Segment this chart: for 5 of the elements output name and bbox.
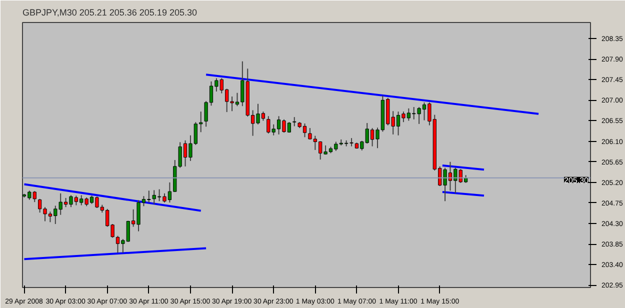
chart-title: GBPJPY,M30 205.21 205.36 205.19 205.30	[22, 8, 197, 18]
candlestick	[38, 198, 42, 214]
ref-line-label: 205.30	[564, 176, 590, 185]
candlestick	[292, 116, 296, 127]
candlestick	[350, 138, 354, 147]
